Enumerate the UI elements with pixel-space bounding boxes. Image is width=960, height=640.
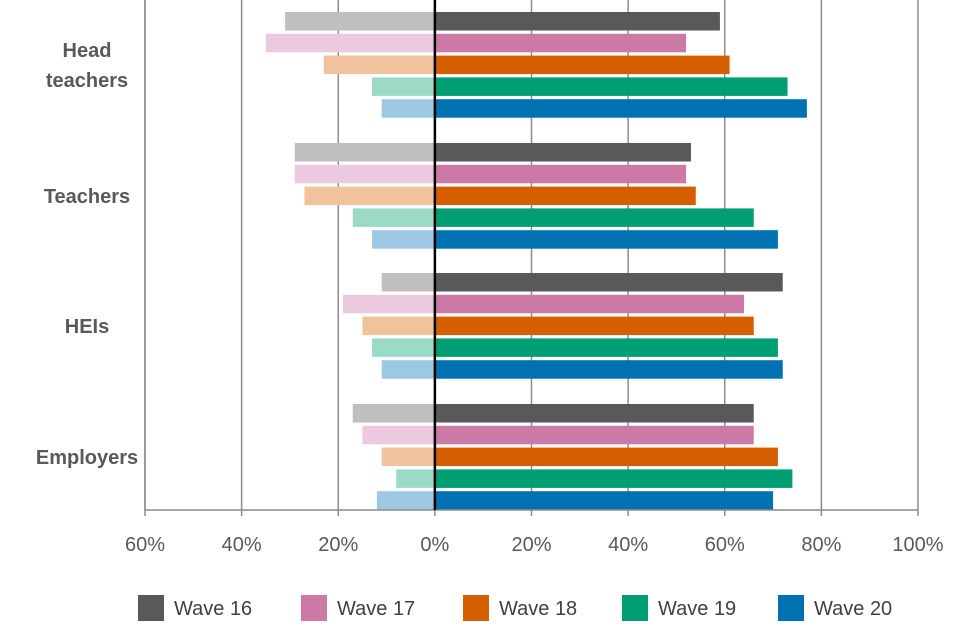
x-tick-label: 20%: [511, 534, 551, 556]
bar-negative: [352, 404, 435, 423]
legend-swatch: [622, 595, 648, 621]
legend-item: Wave 18: [463, 595, 577, 621]
legend-item: Wave 19: [622, 595, 736, 621]
legend-swatch: [301, 595, 327, 621]
bar-positive: [434, 316, 754, 336]
bar-positive: [434, 186, 696, 206]
bar-negative: [381, 99, 435, 118]
legend-item: Wave 16: [138, 595, 252, 621]
bar-positive: [434, 99, 807, 118]
bar-negative: [381, 273, 435, 292]
axes: [144, 0, 919, 516]
bar-negative: [323, 55, 435, 75]
legend-label: Wave 17: [337, 598, 415, 620]
category-label: Employers: [36, 447, 138, 469]
bar-positive: [434, 208, 754, 227]
bar-positive: [434, 143, 691, 162]
bar-negative: [294, 143, 435, 162]
x-tick-label: 40%: [222, 534, 262, 556]
bar-positive: [434, 338, 778, 357]
bar-negative: [285, 12, 435, 31]
legend-item: Wave 20: [778, 595, 892, 621]
x-tick-label: 0%: [420, 534, 449, 556]
bar-negative: [372, 338, 435, 357]
x-tick-label: 60%: [705, 534, 745, 556]
bar-negative: [376, 491, 435, 510]
bar-positive: [434, 33, 687, 53]
legend-label: Wave 18: [499, 598, 577, 620]
bar-positive: [434, 469, 793, 488]
bar-negative: [294, 164, 435, 184]
bar-positive: [434, 491, 774, 510]
bar-positive: [434, 360, 783, 379]
bar-positive: [434, 230, 778, 249]
category-label: Teachers: [44, 186, 130, 208]
x-tick-label: 20%: [318, 534, 358, 556]
x-tick-label: 80%: [801, 534, 841, 556]
bar-positive: [434, 404, 754, 423]
legend-swatch: [778, 595, 804, 621]
legend-swatch: [463, 595, 489, 621]
bar-negative: [381, 360, 435, 379]
bar-positive: [434, 12, 720, 31]
legend: Wave 16 Wave 17 Wave 18 Wave 19 Wave 20: [138, 595, 892, 621]
bar-negative: [304, 186, 435, 206]
bar-positive: [434, 425, 754, 445]
bar-negative: [362, 425, 435, 445]
category-label: HEIs: [65, 316, 109, 338]
legend-label: Wave 16: [174, 598, 252, 620]
bar-negative: [362, 316, 435, 336]
x-tick-label: 100%: [892, 534, 943, 556]
bar-negative: [343, 294, 435, 314]
bar-negative: [372, 230, 435, 249]
x-tick-labels: 60% 40% 20% 0% 20% 40% 60% 80% 100%: [125, 534, 944, 556]
bar-negative: [381, 447, 435, 467]
bar-negative: [372, 77, 435, 96]
legend-item: Wave 17: [301, 595, 415, 621]
x-tick-label: 60%: [125, 534, 165, 556]
legend-label: Wave 20: [814, 598, 892, 620]
bar-positive: [434, 164, 687, 184]
bar-negative: [396, 469, 435, 488]
bar-positive: [434, 55, 730, 75]
bar-negative: [352, 208, 435, 227]
legend-label: Wave 19: [658, 598, 736, 620]
category-labels: Head teachers Teachers HEIs Employers: [36, 40, 138, 469]
bar-positive: [434, 77, 788, 96]
legend-swatch: [138, 595, 164, 621]
category-label: Head teachers: [46, 40, 128, 92]
bar-negative: [265, 33, 435, 53]
x-tick-label: 40%: [608, 534, 648, 556]
bar-positive: [434, 447, 778, 467]
bars: [265, 12, 807, 510]
bar-positive: [434, 273, 783, 292]
bar-positive: [434, 294, 745, 314]
